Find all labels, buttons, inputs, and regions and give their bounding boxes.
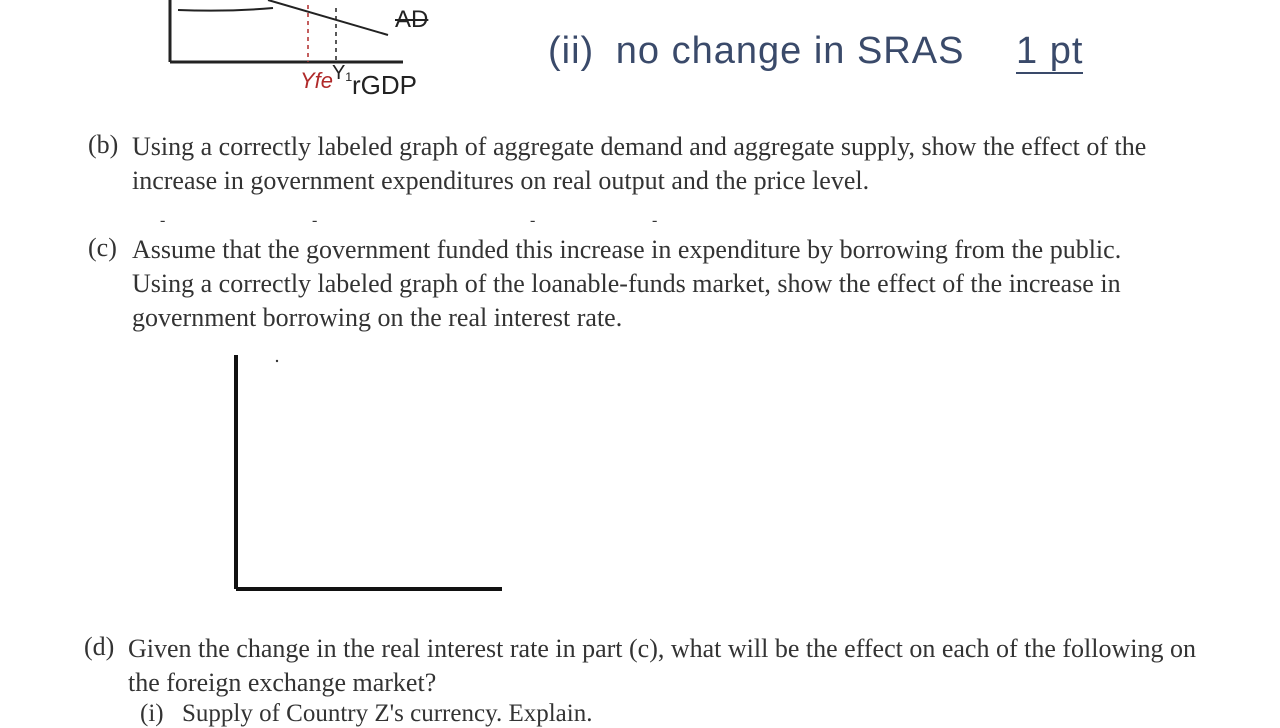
question-d-label: (d) [84,632,128,662]
question-d: (d) Given the change in the real interes… [84,632,1214,700]
sras-curve [178,8,273,11]
question-d-i-text: Supply of Country Z's currency. Explain. [182,700,592,728]
question-b-text: Using a correctly labeled graph of aggre… [132,130,1218,198]
question-d-i-label: (i) [140,700,182,728]
rgdp-label: rGDP [352,70,417,101]
annotation-points: 1 pt [1016,30,1083,74]
annotation-ii: (ii) no change in SRAS 1 pt [548,30,1083,73]
ad-label: AD [395,6,428,34]
ad-line [268,0,388,35]
loanable-funds-blank-graph [232,355,507,595]
question-c: (c) Assume that the government funded th… [88,233,1178,334]
blank-graph-svg [232,355,507,595]
y1-label: Y₁ [332,62,352,85]
question-b-label: (b) [88,130,132,160]
question-b: (b) Using a correctly labeled graph of a… [88,130,1218,198]
yfe-label: Yfe [300,68,333,94]
question-c-text: Assume that the government funded this i… [132,233,1178,334]
question-c-label: (c) [88,233,132,263]
annotation-text: no change in SRAS [616,30,965,72]
stray-dot [276,360,278,362]
question-d-i: (i) Supply of Country Z's currency. Expl… [140,700,592,728]
question-d-text: Given the change in the real interest ra… [128,632,1214,700]
annotation-prefix: (ii) [548,30,594,72]
